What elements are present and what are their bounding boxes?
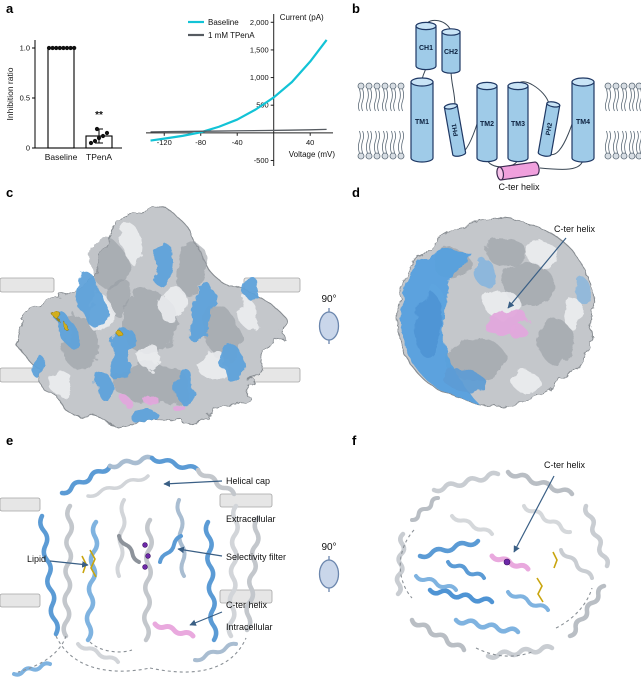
panel-label-a: a bbox=[6, 1, 14, 16]
cter-helix-label: C-ter helix bbox=[498, 182, 540, 192]
helix-cylinder-ph2: PH2 bbox=[537, 101, 561, 157]
lipid-density bbox=[54, 312, 62, 320]
helix-label-tm1: TM1 bbox=[415, 119, 429, 126]
helix-label-tm2: TM2 bbox=[480, 121, 494, 128]
density-map-top bbox=[397, 219, 594, 405]
annotation-intracellular: Intracellular bbox=[226, 622, 273, 632]
panel-label-c: c bbox=[6, 185, 14, 200]
panel-label-d: d bbox=[352, 185, 360, 200]
rotation-90-icon: 90° bbox=[318, 542, 340, 592]
cter-helix-cylinder bbox=[496, 161, 540, 181]
svg-text:1 mM TPenA: 1 mM TPenA bbox=[208, 31, 255, 40]
svg-text:Baseline: Baseline bbox=[208, 18, 239, 27]
svg-text:1.0: 1.0 bbox=[20, 44, 30, 53]
svg-text:-80: -80 bbox=[195, 138, 206, 147]
cryoem-map-top-view: C-ter helix bbox=[397, 219, 596, 405]
density-map-side bbox=[17, 205, 287, 426]
lipid-density bbox=[61, 322, 67, 328]
helix-cylinder-tm2: TM2 bbox=[476, 81, 498, 163]
iv-curve-chart: -120 -80 -40 40-5005001,0001,5002,000Curren… bbox=[146, 13, 336, 166]
svg-text:40: 40 bbox=[306, 138, 314, 147]
svg-text:-40: -40 bbox=[232, 138, 243, 147]
annotation-lipid: Lipid bbox=[27, 554, 46, 564]
annotation-selectivity-filter: Selectivity filter bbox=[226, 552, 286, 562]
svg-text:**: ** bbox=[95, 110, 103, 121]
cryoem-map-side-view bbox=[0, 205, 301, 426]
ribbon-helices bbox=[12, 454, 261, 677]
annotation-cter-helix-e: C-ter helix bbox=[226, 600, 268, 610]
ribbon-top-view: C-ter helix bbox=[394, 460, 610, 660]
membrane-bar-left-top bbox=[0, 497, 41, 512]
helix-label-ch1: CH1 bbox=[419, 45, 433, 52]
annotation-helical-cap: Helical cap bbox=[226, 476, 270, 486]
annotation-cter-helix-f: C-ter helix bbox=[544, 460, 586, 470]
helix-label-tm4: TM4 bbox=[576, 119, 590, 126]
membrane-bar-left-bottom bbox=[0, 593, 41, 608]
potassium-ions bbox=[142, 542, 151, 570]
helix-label-tm3: TM3 bbox=[511, 121, 525, 128]
ribbon-helices bbox=[394, 469, 610, 660]
arrow-selectivity-filter bbox=[177, 546, 223, 557]
helix-label-ph2: PH2 bbox=[545, 122, 554, 136]
annotation-cter-helix-d: C-ter helix bbox=[554, 224, 596, 234]
svg-text:-120: -120 bbox=[157, 138, 172, 147]
svg-text:Baseline: Baseline bbox=[45, 152, 78, 162]
cter-helix-density bbox=[170, 401, 182, 409]
lipid-bilayer bbox=[357, 82, 641, 160]
panel-label-b: b bbox=[352, 1, 360, 16]
ribbon-side-view: Helical cap Extracellular Selectivity fi… bbox=[0, 454, 286, 677]
helix-cylinder-tm3: TM3 bbox=[507, 81, 529, 163]
bar-chart: 0 0.5 1.0 Inhibition ratio ** Baseline TPenA bbox=[5, 40, 122, 162]
panel-label-f: f bbox=[352, 433, 357, 448]
lipid-sticks bbox=[536, 551, 558, 603]
rotation-90-icon: 90° bbox=[318, 294, 340, 344]
svg-text:2,000: 2,000 bbox=[250, 18, 269, 27]
helix-cylinder-ph1: PH1 bbox=[443, 103, 467, 157]
svg-text:Voltage (mV): Voltage (mV) bbox=[289, 150, 336, 159]
cter-helix-density bbox=[510, 327, 528, 339]
cter-helix-density bbox=[123, 399, 133, 407]
arrow-cter-helix-d bbox=[507, 237, 567, 309]
svg-text:TPenA: TPenA bbox=[86, 152, 112, 162]
lipid-density bbox=[117, 331, 123, 337]
svg-text:Inhibition ratio: Inhibition ratio bbox=[5, 67, 15, 120]
rotation-angle-label: 90° bbox=[321, 542, 336, 553]
svg-text:-500: -500 bbox=[254, 156, 269, 165]
helix-label-ch2: CH2 bbox=[444, 49, 458, 56]
membrane-bar-left-top bbox=[0, 277, 55, 293]
topology-diagram: CH1 CH2 TM1 PH1 TM2 TM3 bbox=[357, 19, 641, 192]
membrane-bar-right-top bbox=[219, 493, 273, 508]
cter-helix-density bbox=[144, 396, 160, 406]
helix-label-ph1: PH1 bbox=[451, 123, 460, 137]
arrow-lipid bbox=[49, 560, 89, 568]
annotation-extracellular: Extracellular bbox=[226, 514, 276, 524]
rotation-ellipse bbox=[318, 559, 340, 589]
helix-cylinder-ch2: CH2 bbox=[441, 28, 461, 74]
helix-cylinder-tm1: TM1 bbox=[410, 77, 434, 163]
potassium-ion bbox=[503, 558, 511, 566]
svg-text:1,500: 1,500 bbox=[250, 45, 269, 54]
rotation-ellipse bbox=[318, 311, 340, 341]
svg-text:0: 0 bbox=[26, 144, 30, 153]
rotation-angle-label: 90° bbox=[321, 294, 336, 305]
helix-cylinder-tm4: TM4 bbox=[571, 77, 595, 163]
svg-text:1,000: 1,000 bbox=[250, 73, 269, 82]
svg-text:0.5: 0.5 bbox=[20, 94, 30, 103]
svg-text:Current (pA): Current (pA) bbox=[280, 13, 324, 22]
panel-label-e: e bbox=[6, 433, 14, 448]
arrow-cter-helix-e bbox=[189, 611, 223, 626]
helix-cylinder-ch1: CH1 bbox=[415, 21, 437, 71]
arrow-cter-helix-f bbox=[513, 475, 555, 553]
arrow-helical-cap bbox=[163, 480, 223, 487]
